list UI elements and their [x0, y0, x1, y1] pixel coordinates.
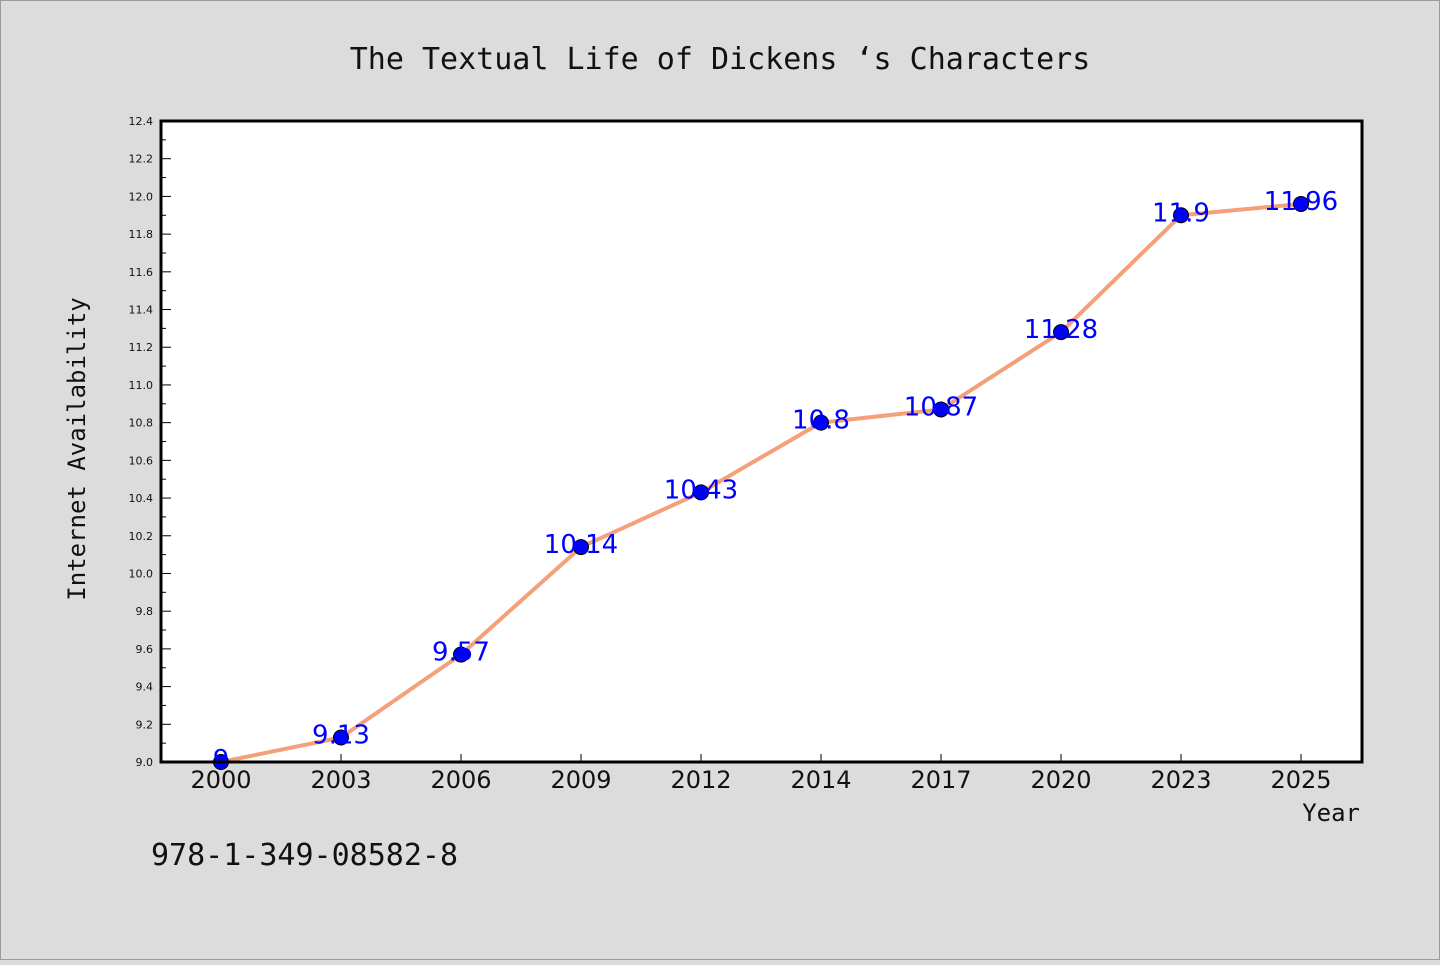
x-axis-label: Year [1302, 799, 1360, 827]
data-value-label: 10.8 [792, 406, 850, 436]
data-value-label: 10.14 [544, 530, 618, 560]
footnote-isbn: 978-1-349-08582-8 [151, 838, 458, 873]
y-tick-label: 10.8 [129, 417, 154, 430]
data-value-label: 9 [213, 745, 230, 775]
data-point-marker [1053, 324, 1069, 341]
y-axis-label: Internet Availability [63, 297, 91, 600]
y-tick-label: 11.4 [129, 304, 154, 317]
y-tick-label: 10.0 [129, 567, 154, 580]
y-tick-label: 11.0 [129, 379, 154, 392]
y-tick-label: 10.4 [129, 492, 154, 505]
data-point-marker [1173, 207, 1189, 224]
data-value-label: 9.13 [312, 720, 370, 750]
x-tick-label: 2012 [670, 766, 731, 794]
series-line [220, 201, 1302, 764]
plot-area [161, 121, 1362, 762]
y-tick-label: 11.6 [129, 266, 154, 279]
x-tick-label: 2023 [1150, 766, 1211, 794]
data-value-label: 11.96 [1264, 187, 1338, 217]
y-tick-label: 12.2 [129, 153, 154, 166]
data-value-label: 9.57 [432, 638, 490, 668]
data-point-marker [1293, 195, 1309, 212]
y-tick-label: 12.4 [129, 115, 154, 128]
x-tick-label: 2006 [430, 766, 491, 794]
data-point-marker [333, 729, 349, 746]
data-markers [213, 195, 1309, 770]
x-tick-label: 2009 [550, 766, 611, 794]
y-tick-label: 9.8 [136, 605, 154, 618]
data-point-marker [933, 401, 949, 418]
plot-border [159, 119, 1364, 764]
data-value-label: 11.28 [1024, 315, 1098, 345]
x-tick-label: 2020 [1030, 766, 1091, 794]
data-value-label: 11.9 [1152, 198, 1210, 228]
x-tick-label: 2000 [190, 766, 251, 794]
y-axis-ticks: 9.0 9.2 9.4 9.6 9.8 10.0 10.2 10.4 10.6 10.8 11.0 1… [129, 115, 171, 769]
data-value-label: 10.43 [664, 475, 738, 505]
data-value-label: 10.87 [904, 392, 978, 422]
x-tick-label: 2014 [790, 766, 851, 794]
data-point-marker [693, 484, 709, 501]
x-tick-label: 2003 [310, 766, 371, 794]
data-point-marker [573, 539, 589, 556]
y-tick-label: 11.8 [129, 228, 154, 241]
y-tick-label: 10.2 [129, 530, 154, 543]
y-tick-label: 9.6 [136, 643, 154, 656]
y-tick-label: 12.0 [129, 190, 154, 203]
y-tick-label: 9.0 [136, 756, 154, 769]
data-labels: 9 9.13 9.57 10.14 10.43 10.8 10.87 11.28 11.9 11.… [213, 187, 1338, 775]
x-tick-label: 2025 [1270, 766, 1331, 794]
y-tick-label: 9.4 [136, 681, 154, 694]
y-tick-label: 9.2 [136, 718, 154, 731]
x-axis-ticks: 2000 2003 2006 2009 2012 2014 2017 2020 2023 2025 [190, 754, 1332, 794]
y-tick-label: 10.6 [129, 454, 154, 467]
x-tick-label: 2017 [910, 766, 971, 794]
data-point-marker [813, 414, 829, 431]
data-point-marker [453, 646, 469, 663]
y-tick-label: 11.2 [129, 341, 154, 354]
chart-title: The Textual Life of Dickens ‘s Character… [350, 42, 1091, 77]
